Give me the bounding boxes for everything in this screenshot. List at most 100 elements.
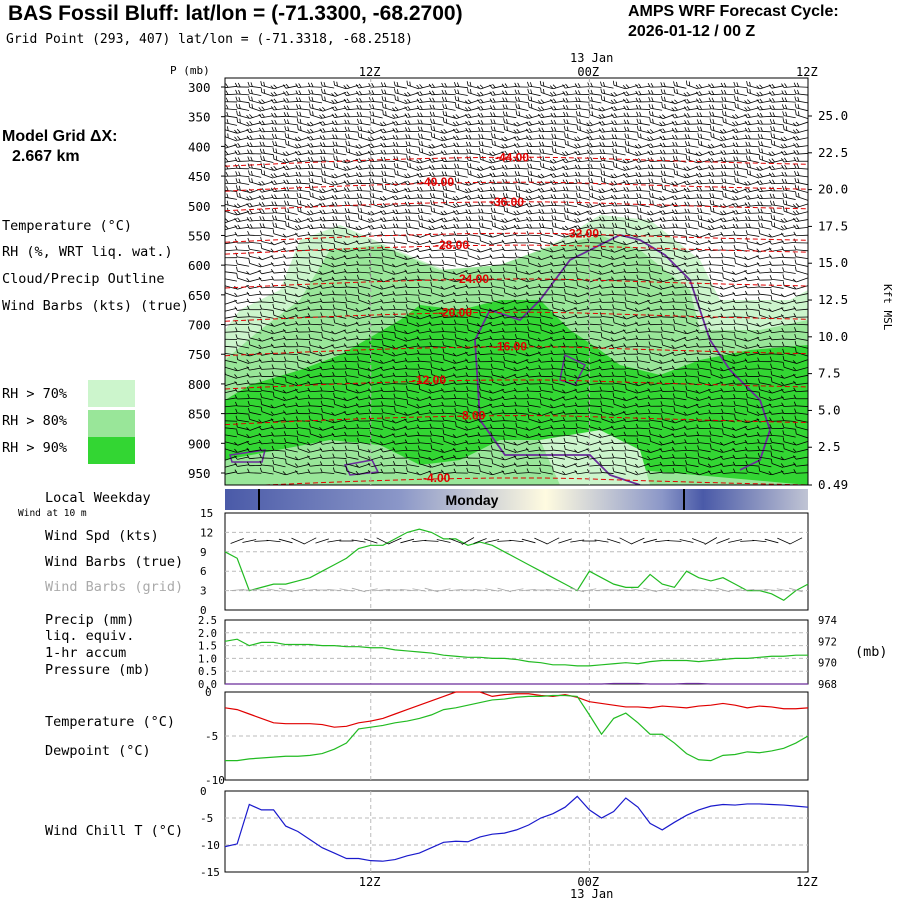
wind-barb-staff [480,158,492,164]
wind-barb-feather [659,149,663,155]
wind-barb-staff [225,144,237,149]
wind-barb-feather [322,142,326,147]
wind-barb-feather [335,148,338,154]
wind-barb-staff [310,129,322,134]
wind-barb [659,142,675,148]
wind-barb-staff [795,226,808,230]
wind-barb-feather [249,121,253,126]
wind-barb-feather [489,105,493,110]
wind-barb [745,155,760,163]
wind-barb-feather [406,155,408,160]
wind-barb-feather [542,81,545,87]
wind-barb-feather [797,111,800,116]
wind-barb-staff [625,211,638,215]
wind-barb-staff [516,129,529,134]
wind-barb [538,120,553,126]
wind-barb-staff [407,115,420,118]
wind-barb [686,80,699,90]
wind-barb-staff [686,100,699,104]
wind-barb-feather [676,163,678,169]
wind-barb-feather [554,208,557,214]
wind-barb-feather [513,122,518,127]
wind-barb [258,106,274,112]
wind-barb-staff [723,144,736,148]
wind-barb-staff [747,123,760,126]
wind-barb-feather [379,196,384,201]
wind-barb-feather [286,119,290,124]
wind-barb [225,83,238,89]
wind-barb-feather [322,128,326,133]
wind-barb-staff [419,85,432,89]
wind-barb [416,254,432,259]
wind-barb-staff [625,166,638,171]
wind-barb [661,103,675,112]
wind-barb-feather [334,180,338,185]
wind-barb-staff [273,182,286,185]
wind-barb-feather [394,106,399,111]
wind-barb [320,163,335,171]
wind-barb-staff [795,174,808,178]
wind-barb-feather [395,120,399,125]
wind-barb-staff [735,122,748,126]
wind-barb-staff [310,226,323,230]
wind-barb [453,142,468,148]
wind-barb [781,246,796,251]
wind-barb-feather [310,142,314,148]
wind-barb-feather [396,156,399,161]
wind-barb-staff [589,137,602,141]
wind-barb-staff [589,129,602,134]
wind-barb-feather [735,142,739,147]
wind-barb [392,142,408,147]
wind-barb [768,172,784,178]
wind-barb-feather [603,178,606,183]
wind-barb [634,143,650,149]
wind-barb-feather [395,209,399,214]
wind-barb [550,180,566,185]
wind-barb-feather [236,273,238,279]
wind-barb-feather [615,148,618,154]
wind-barb-staff [322,92,335,97]
wind-barb-staff [455,130,468,134]
wind-barb-staff [698,130,711,133]
wind-barb-staff [431,204,444,208]
wind-barb-feather [236,266,238,272]
wind-barb [635,104,651,110]
wind-barb-feather [793,245,797,250]
wind-barb-staff [565,93,578,96]
wind-barb-feather [722,128,727,133]
wind-barb-staff [747,181,760,186]
wind-barb-feather [478,215,481,220]
wind-barb-feather [503,118,505,123]
wind-barb-feather [552,158,557,163]
wind-barb-staff [674,227,687,229]
wind-barb-feather [478,140,481,146]
wind-barb [247,244,262,252]
wind-barb-feather [249,209,253,214]
wind-barb-feather [370,136,375,141]
wind-barb-feather [395,216,399,221]
wind-barb [343,179,359,185]
wind-barb-feather [687,127,690,132]
wind-barb-feather [285,221,287,227]
wind-barb [574,83,590,88]
wind-barb-feather [261,113,265,118]
wind-barb [344,208,359,215]
wind-barb-feather [732,135,736,140]
wind-barb-feather [343,159,348,164]
wind-barb-feather [623,119,627,124]
wind-barb-feather [468,223,472,228]
wind-barb-feather [395,142,399,147]
wind-barb-feather [780,144,785,149]
wind-barb [501,218,517,223]
wind-barb-feather [671,195,675,200]
wind-barb-staff [662,227,675,229]
wind-barb-feather [271,112,275,118]
wind-barb-staff [553,174,565,178]
wind-barb-feather [564,139,566,145]
wind-barb [647,164,663,170]
wind-barb-feather [504,83,508,88]
wind-barb-feather [529,149,533,154]
wind-barb-staff [419,174,432,178]
wind-barb-staff [686,152,699,156]
wind-barb [246,216,262,222]
